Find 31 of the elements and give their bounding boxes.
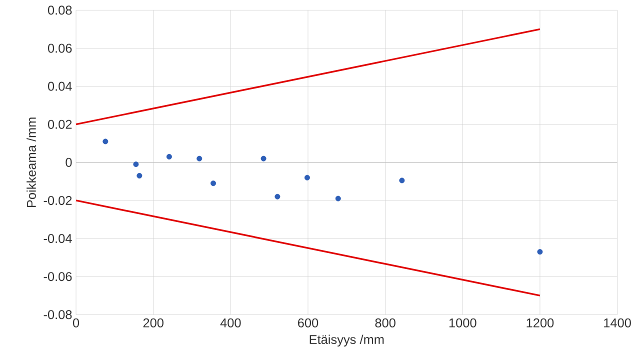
point [274,194,280,200]
y-tick-label: -0.02 [44,196,72,205]
y-tick-label: 0.06 [48,44,72,53]
y-tick-label: 0.04 [48,82,72,91]
x-tick-label: 400 [220,318,241,328]
x-tick-label: 0 [72,318,80,328]
x-tick-label: 1400 [604,318,631,328]
x-tick-label: 200 [143,318,164,328]
y-tick-label: -0.08 [44,310,72,320]
point [136,172,142,178]
point [102,138,108,144]
point [210,180,216,186]
y-tick-label: 0.08 [48,6,72,15]
y-axis-title: Poikkeama /mm [26,118,36,207]
x-tick-label: 1200 [526,318,554,328]
point [196,156,202,162]
point [335,196,341,202]
point [166,154,172,160]
y-tick-label: 0 [66,158,72,167]
x-tick-label: 1000 [449,318,476,328]
y-tick-label: 0.02 [48,120,72,129]
x-axis-title: Etäisyys /mm [310,334,384,347]
y-tick-label: -0.04 [44,234,72,243]
point [304,174,310,180]
point [133,162,139,168]
y-tick-label: -0.06 [44,272,72,282]
point [399,178,405,184]
x-tick-label: 600 [298,318,318,328]
point [537,249,543,255]
point [260,156,266,162]
x-tick-label: 800 [375,318,396,328]
